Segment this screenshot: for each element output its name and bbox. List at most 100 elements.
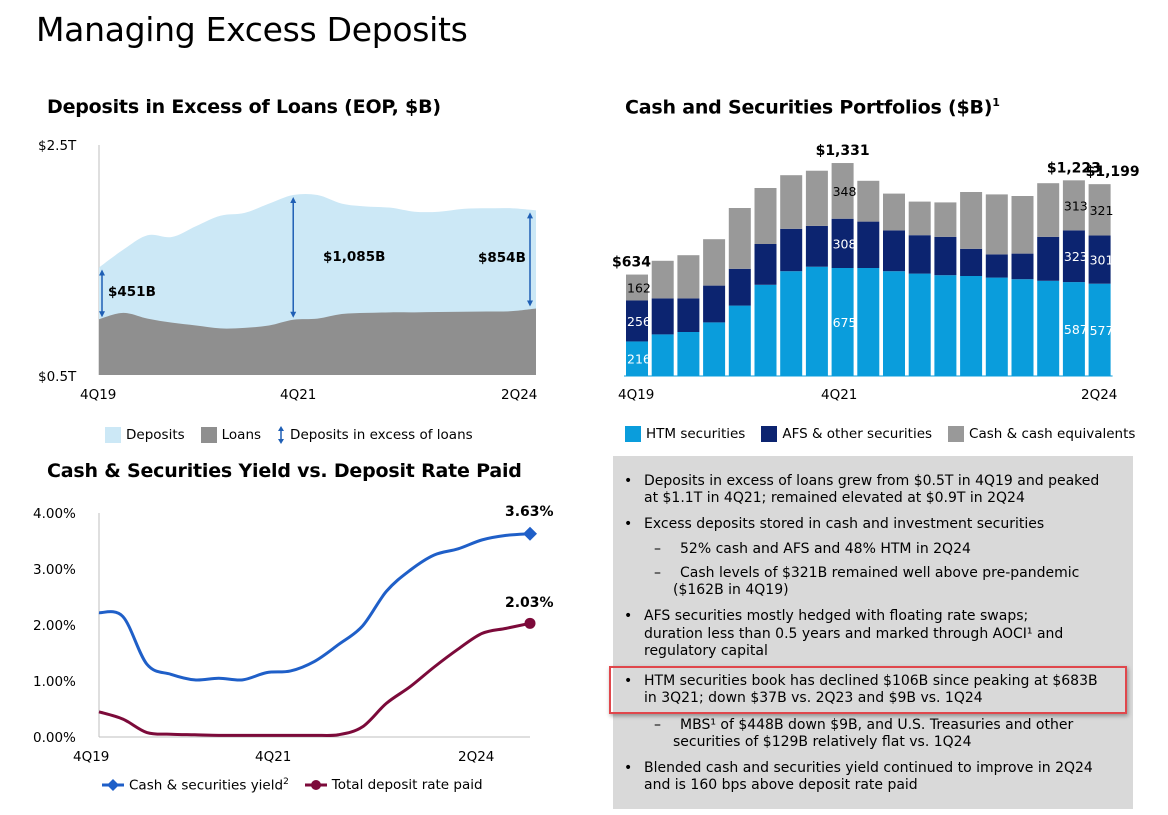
yield-line xyxy=(98,532,531,682)
excess-label-4q19: $451B xyxy=(108,284,156,300)
commentary-line: Excess deposits stored in cash and inves… xyxy=(644,516,1045,532)
bar-chart-title-footnote: 1 xyxy=(992,96,1000,109)
htm-segment-4Q23 xyxy=(1037,280,1060,376)
afs-value-label-4Q19: 256 xyxy=(627,314,651,329)
cash-segment-4Q20 xyxy=(728,208,751,269)
afs-segment-3Q22 xyxy=(908,235,931,274)
loans-area xyxy=(99,308,536,375)
line-y-tick-1: 1.00% xyxy=(33,674,76,690)
afs-value-label-2Q24: 301 xyxy=(1090,253,1114,268)
bullet-icon: • xyxy=(624,760,633,776)
arrow-head-down xyxy=(290,311,297,318)
afs-segment-4Q22 xyxy=(934,236,957,276)
diamond-marker-icon xyxy=(102,779,124,792)
bar-x-tick-4q21: 4Q21 xyxy=(821,387,857,403)
commentary-line: AFS securities mostly hedged with floati… xyxy=(644,608,1029,624)
cash-segment-2Q20 xyxy=(677,255,700,299)
cash-segment-4Q21 xyxy=(831,163,854,219)
deposit-rate-end-marker xyxy=(524,617,536,629)
htm-segment-4Q20 xyxy=(728,305,751,376)
area-x-tick-4q21: 4Q21 xyxy=(280,387,316,403)
area-chart-title: Deposits in Excess of Loans (EOP, $B) xyxy=(47,96,441,118)
bar-chart-title: Cash and Securities Portfolios ($B)1 xyxy=(625,96,1000,118)
commentary-line: ($162B in 4Q19) xyxy=(673,582,789,598)
bar-x-tick-2q24: 2Q24 xyxy=(1081,387,1117,403)
arrow-head-up xyxy=(527,212,533,219)
deposits-swatch xyxy=(105,427,121,443)
afs-segment-1Q24 xyxy=(1062,230,1085,283)
bullet-icon: • xyxy=(624,516,633,532)
htm-segment-3Q20 xyxy=(703,322,726,376)
cash-value-label-1Q24: 313 xyxy=(1064,198,1088,213)
yield-end-label: 3.63% xyxy=(505,504,554,520)
line-y-tick-2: 2.00% xyxy=(33,618,76,634)
cash-segment-3Q20 xyxy=(703,239,726,286)
legend-afs-label: AFS & other securities xyxy=(782,426,933,442)
total-label-1Q24: $1,223 xyxy=(1047,160,1101,176)
htm-value-label-4Q19: 216 xyxy=(627,352,651,367)
arrow-head-up xyxy=(290,197,297,204)
afs-segment-2Q20 xyxy=(677,298,700,332)
cash-segment-4Q19 xyxy=(626,274,648,301)
afs-segment-4Q21 xyxy=(831,218,854,268)
area-x-tick-2q24: 2Q24 xyxy=(501,387,537,403)
afs-segment-3Q20 xyxy=(703,285,726,323)
htm-segment-4Q22 xyxy=(934,275,957,376)
commentary-line: at $1.1T in 4Q21; remained elevated at $… xyxy=(644,490,1025,506)
legend-htm: HTM securities xyxy=(625,426,745,442)
commentary-line: MBS¹ of $448B down $9B, and U.S. Treasur… xyxy=(680,717,1074,733)
bar-chart-title-text: Cash and Securities Portfolios ($B) xyxy=(625,96,993,119)
cash-segment-2Q24 xyxy=(1088,184,1111,236)
htm-segment-2Q24 xyxy=(1088,283,1111,376)
htm-segment-4Q19 xyxy=(626,341,648,376)
cash-segment-4Q22 xyxy=(934,202,957,237)
htm-segment-1Q24 xyxy=(1062,282,1085,376)
legend-yield-label: Cash & securities yield2 xyxy=(129,777,289,794)
line-chart-title: Cash & Securities Yield vs. Deposit Rate… xyxy=(47,460,522,482)
htm-segment-2Q21 xyxy=(780,271,803,376)
htm-segment-1Q22 xyxy=(857,268,880,376)
htm-value-label-4Q21: 675 xyxy=(833,315,857,330)
htm-segment-4Q21 xyxy=(831,268,854,376)
line-y-tick-4: 4.00% xyxy=(33,506,76,522)
dash-icon: – xyxy=(654,541,661,557)
commentary-line: 52% cash and AFS and 48% HTM in 2Q24 xyxy=(680,541,971,557)
commentary-panel xyxy=(613,456,1133,809)
htm-value-label-1Q24: 587 xyxy=(1064,322,1088,337)
legend-excess: Deposits in excess of loans xyxy=(277,426,473,444)
total-label-4Q19: $634 xyxy=(612,255,651,271)
afs-segment-3Q23 xyxy=(1011,253,1034,280)
afs-segment-1Q22 xyxy=(857,221,880,268)
afs-value-label-1Q24: 323 xyxy=(1064,249,1088,264)
dash-icon: – xyxy=(654,717,661,733)
bar-legend: HTM securities AFS & other securities Ca… xyxy=(625,426,1145,442)
commentary-line: securities of $129B relatively flat vs. … xyxy=(673,734,972,750)
cash-segment-3Q22 xyxy=(908,201,931,236)
cash-swatch xyxy=(948,426,965,442)
bullet-icon: • xyxy=(624,473,633,489)
total-label-2Q24: $1,199 xyxy=(1086,164,1140,180)
cash-value-label-4Q19: 162 xyxy=(627,281,651,296)
circle-marker-icon xyxy=(304,780,327,791)
line-x-tick-2q24: 2Q24 xyxy=(458,749,494,765)
cash-segment-1Q24 xyxy=(1062,180,1085,231)
excess-label-2q24: $854B xyxy=(478,250,526,266)
afs-segment-2Q24 xyxy=(1088,235,1111,284)
htm-segment-3Q21 xyxy=(805,266,828,376)
legend-htm-label: HTM securities xyxy=(646,426,746,442)
htm-segment-2Q20 xyxy=(677,332,700,376)
commentary-line-highlighted: HTM securities book has declined $106B s… xyxy=(644,673,1098,689)
cash-segment-2Q21 xyxy=(780,175,803,229)
cash-segment-4Q23 xyxy=(1037,183,1060,237)
legend-loans: Loans xyxy=(200,427,261,443)
commentary-line-highlighted: in 3Q21; down $37B vs. 2Q23 and $9B vs. … xyxy=(644,690,983,706)
line-x-tick-4q19: 4Q19 xyxy=(73,749,109,765)
afs-segment-4Q19 xyxy=(626,300,648,342)
area-y-tick-top: $2.5T xyxy=(38,138,77,154)
arrow-head-down xyxy=(527,300,533,307)
yield-end-marker xyxy=(523,526,537,541)
deposit-rate-line xyxy=(98,621,531,738)
afs-swatch xyxy=(761,426,778,442)
